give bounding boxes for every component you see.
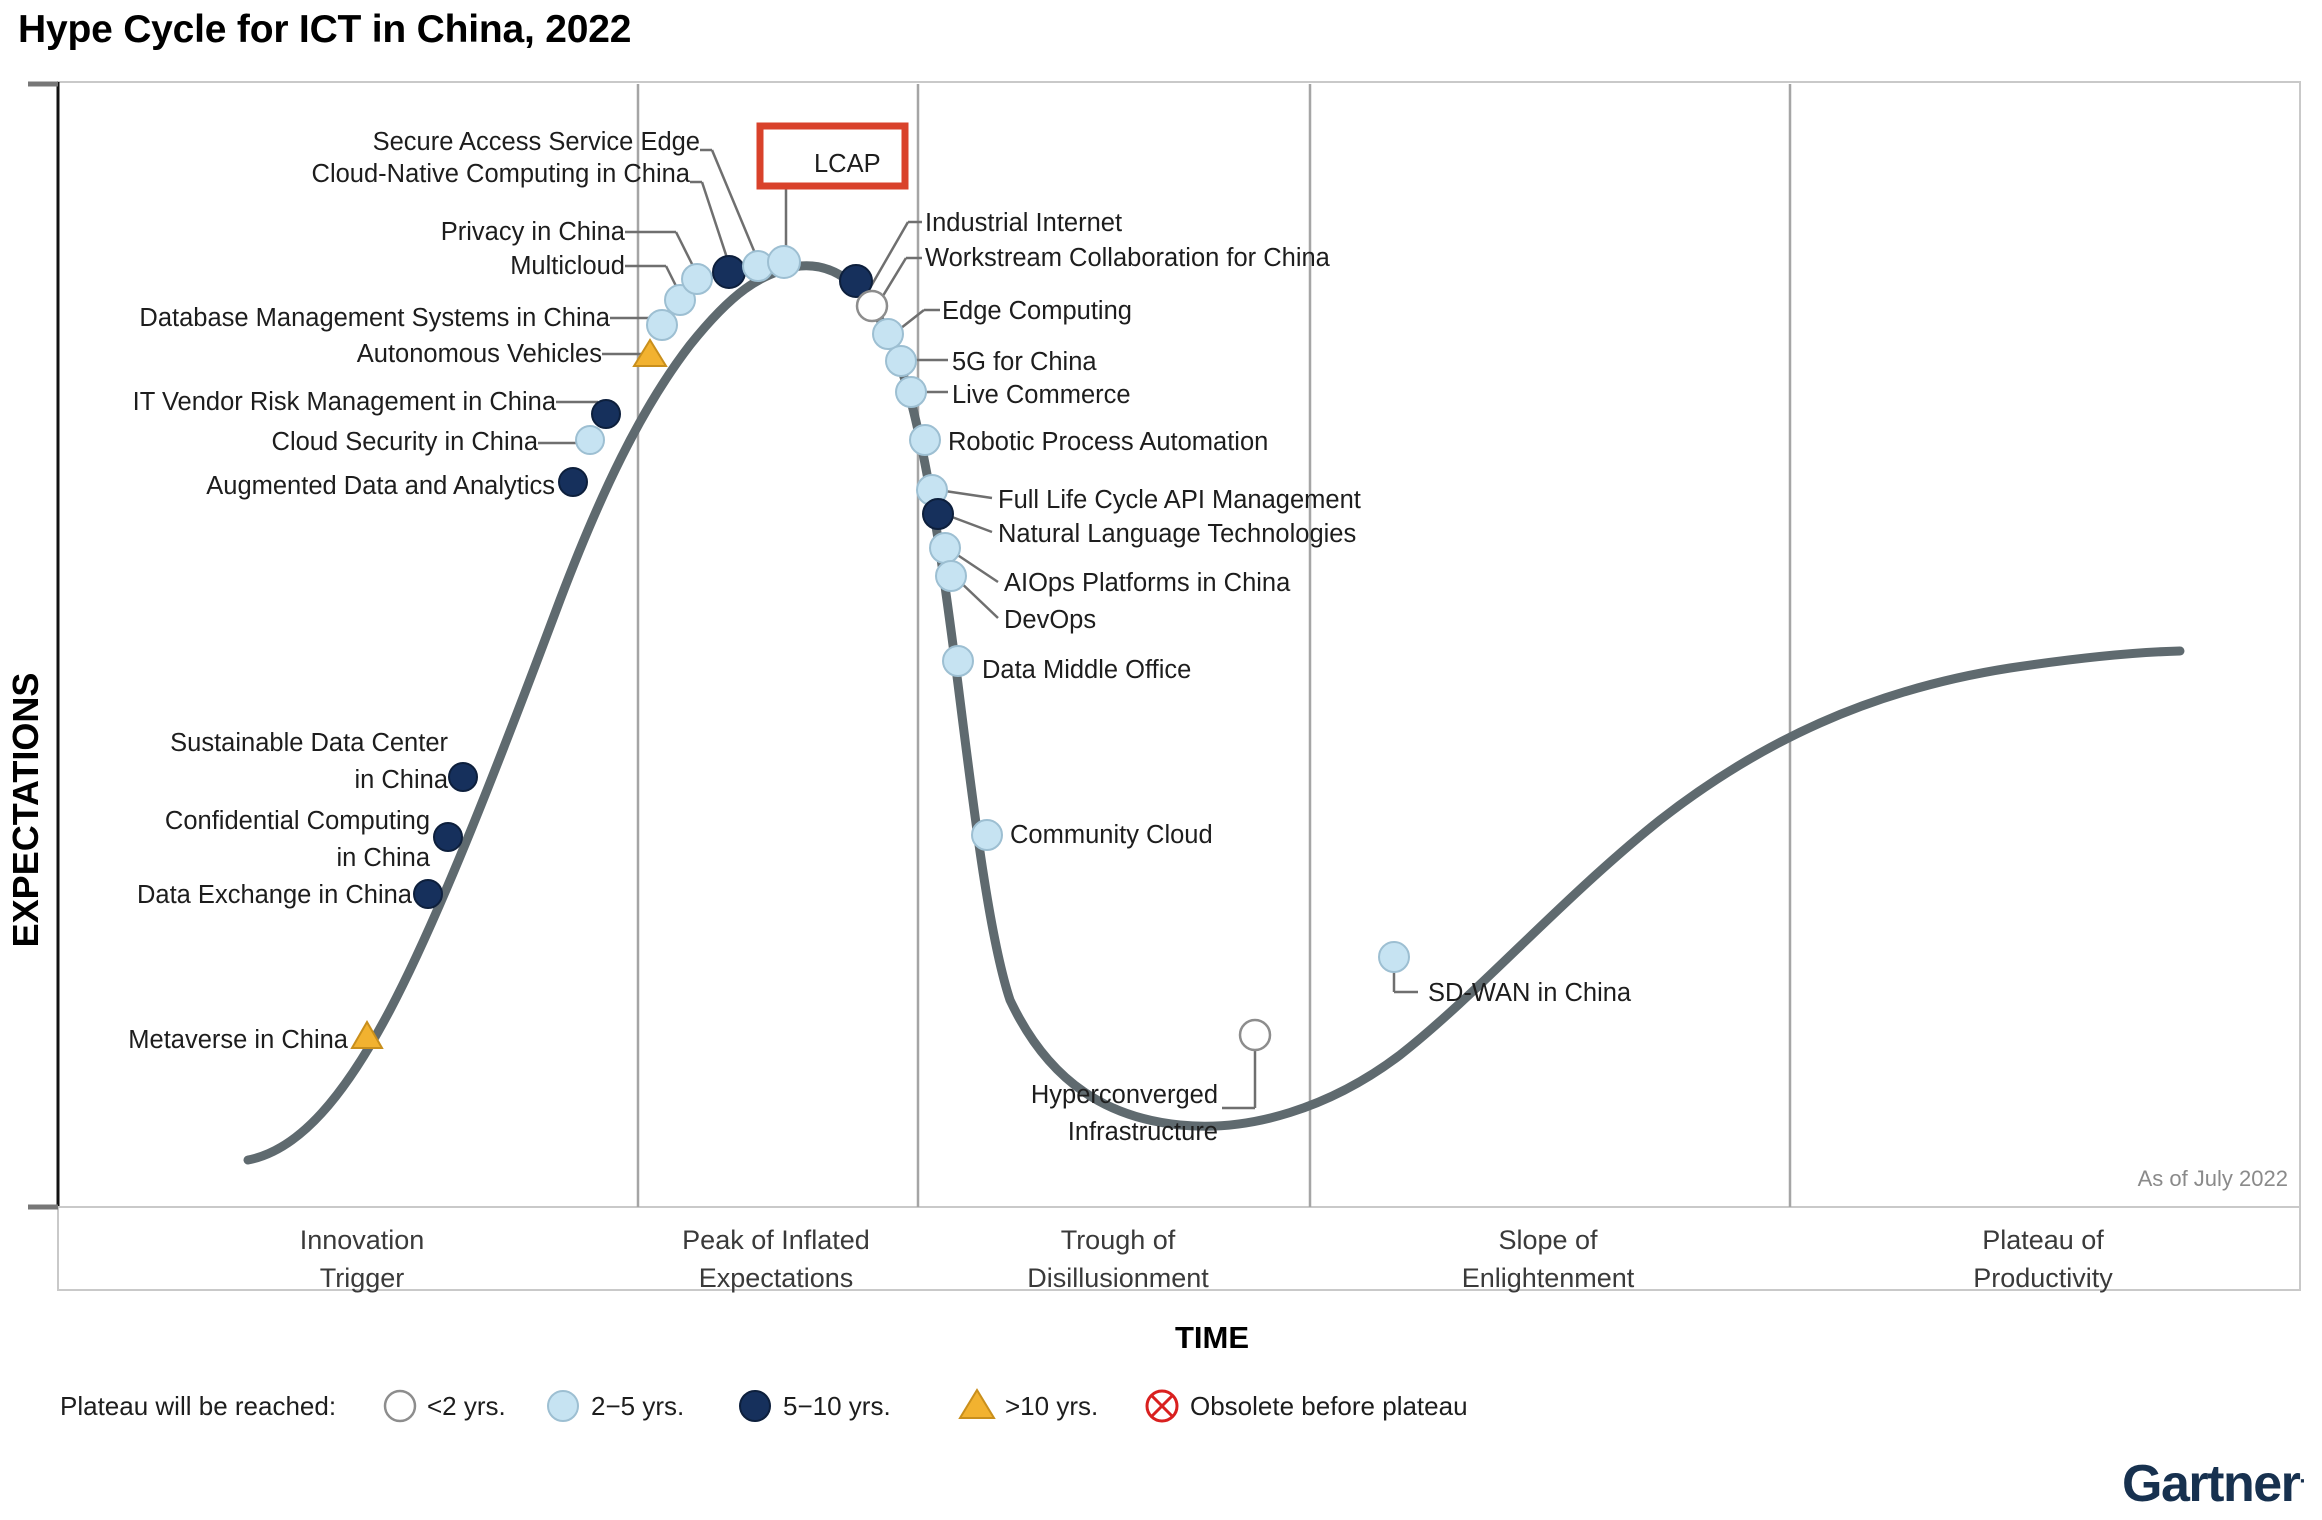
gartner-logo: Gartner.: [2122, 1454, 2305, 1514]
marker-metaverse-in-china[interactable]: [350, 1019, 384, 1049]
marker-autonomous-vehicles[interactable]: [632, 338, 668, 367]
phase-trough-l1: Trough of: [1061, 1225, 1176, 1255]
y-axis-title: EXPECTATIONS: [5, 673, 46, 948]
label-cloud-security-in-china: Cloud Security in China: [272, 428, 539, 456]
legend-label-lt-2yrs: <2 yrs.: [427, 1391, 506, 1421]
label-it-vendor-risk-management-in-china: IT Vendor Risk Management in China: [133, 388, 557, 416]
marker-devops[interactable]: [935, 560, 967, 592]
phase-trough-l2: Disillusionment: [1027, 1263, 1209, 1293]
marker-multicloud[interactable]: [664, 284, 696, 316]
label-data-exchange-in-china: Data Exchange in China: [137, 881, 413, 909]
label-data-middle-office: Data Middle Office: [982, 656, 1191, 684]
marker-it-vendor-risk-management-in-china[interactable]: [591, 399, 621, 429]
label-multicloud: Multicloud: [510, 252, 625, 280]
leader-lines: [538, 148, 1418, 1110]
label-metaverse-in-china: Metaverse in China: [128, 1026, 349, 1054]
phase-slope-l1: Slope of: [1498, 1225, 1598, 1255]
marker-cloud-security-in-china[interactable]: [575, 425, 605, 455]
label-privacy-in-china: Privacy in China: [441, 218, 626, 246]
phase-innovation-trigger-l2: Trigger: [320, 1263, 405, 1293]
marker-sustainable-data-center-in-china[interactable]: [448, 762, 478, 792]
marker-data-middle-office[interactable]: [942, 645, 974, 677]
page-title: Hype Cycle for ICT in China, 2022: [18, 8, 632, 51]
marker-workstream-collaboration-for-china[interactable]: [855, 289, 889, 323]
gartner-wordmark: Gartner: [2122, 1455, 2301, 1513]
phase-peak-l2: Expectations: [699, 1263, 854, 1293]
as-of-date: As of July 2022: [2138, 1166, 2288, 1191]
label-autonomous-vehicles: Autonomous Vehicles: [357, 340, 602, 368]
marker-sd-wan-in-china[interactable]: [1378, 941, 1410, 973]
phase-peak-l1: Peak of Inflated: [682, 1225, 870, 1255]
marker-community-cloud[interactable]: [971, 819, 1003, 851]
phase-plateau-l2: Productivity: [1973, 1263, 2113, 1293]
marker-confidential-computing-in-china[interactable]: [433, 822, 463, 852]
hype-curve: [243, 261, 2185, 1165]
label-natural-language-technologies: Natural Language Technologies: [998, 520, 1356, 548]
legend-marker-obsolete-icon: [1145, 1389, 1179, 1423]
phase-innovation-trigger-l1: Innovation: [300, 1225, 425, 1255]
legend-marker-lt-2yrs: [383, 1389, 417, 1423]
label-5g-for-china: 5G for China: [952, 348, 1097, 376]
legend-label-5-10yrs: 5−10 yrs.: [783, 1391, 891, 1421]
legend-label-obsolete: Obsolete before plateau: [1190, 1391, 1468, 1421]
label-devops: DevOps: [1004, 606, 1096, 634]
label-database-management-systems-in-china: Database Management Systems in China: [139, 304, 610, 332]
label-lcap: LCAP: [814, 150, 881, 178]
label-augmented-data-and-analytics: Augmented Data and Analytics: [206, 472, 555, 500]
label-hyperconverged-line2: Infrastructure: [1068, 1118, 1218, 1146]
legend-label-gt-10yrs: >10 yrs.: [1005, 1391, 1098, 1421]
marker-natural-language-technologies[interactable]: [922, 498, 954, 530]
label-secure-access-service-edge: Secure Access Service Edge: [373, 128, 700, 156]
label-cloud-native-computing-in-china: Cloud-Native Computing in China: [312, 160, 691, 188]
phase-labels: Innovation Trigger Peak of Inflated Expe…: [300, 1225, 2114, 1293]
marker-edge-computing[interactable]: [872, 318, 904, 350]
legend-label-2-5yrs: 2−5 yrs.: [591, 1391, 684, 1421]
label-hyperconverged-line1: Hyperconverged: [1031, 1081, 1218, 1109]
label-confidential-computing-line1: Confidential Computing: [165, 807, 430, 835]
marker-hyperconverged-infrastructure[interactable]: [1238, 1018, 1272, 1052]
marker-database-management-systems-in-china[interactable]: [646, 309, 678, 341]
marker-robotic-process-automation[interactable]: [909, 424, 941, 456]
marker-privacy-in-china[interactable]: [681, 263, 713, 295]
phase-slope-l2: Enlightenment: [1462, 1263, 1635, 1293]
data-markers: [350, 245, 1410, 1052]
label-aiops-platforms-in-china: AIOps Platforms in China: [1004, 569, 1291, 597]
label-sustainable-data-center-line1: Sustainable Data Center: [170, 729, 448, 757]
label-live-commerce: Live Commerce: [952, 381, 1131, 409]
marker-cloud-native-computing-in-china[interactable]: [712, 255, 746, 289]
label-edge-computing: Edge Computing: [942, 297, 1132, 325]
label-sd-wan-in-china: SD-WAN in China: [1428, 979, 1632, 1007]
legend: Plateau will be reached: <2 yrs. 2−5 yrs…: [60, 1388, 1468, 1423]
marker-live-commerce[interactable]: [895, 376, 927, 408]
label-robotic-process-automation: Robotic Process Automation: [948, 428, 1268, 456]
x-axis-title: TIME: [1175, 1320, 1249, 1355]
phase-plateau-l1: Plateau of: [1982, 1225, 2104, 1255]
marker-data-exchange-in-china[interactable]: [413, 879, 443, 909]
gartner-mark: .: [2299, 1462, 2305, 1488]
label-confidential-computing-line2: in China: [336, 844, 430, 872]
marker-industrial-internet[interactable]: [839, 264, 873, 298]
legend-marker-gt-10yrs: [958, 1388, 996, 1419]
label-full-life-cycle-api-management: Full Life Cycle API Management: [998, 486, 1361, 514]
label-sustainable-data-center-line2: in China: [354, 766, 448, 794]
marker-5g-for-china[interactable]: [885, 345, 917, 377]
legend-lead-text: Plateau will be reached:: [60, 1391, 336, 1421]
marker-lcap[interactable]: [767, 245, 801, 279]
marker-augmented-data-and-analytics[interactable]: [558, 467, 588, 497]
legend-marker-5-10yrs: [739, 1390, 771, 1422]
lcap-highlight[interactable]: LCAP: [756, 122, 909, 190]
point-labels: Secure Access Service Edge Cloud-Native …: [128, 128, 1632, 1146]
label-industrial-internet: Industrial Internet: [925, 209, 1122, 237]
label-workstream-collaboration-for-china: Workstream Collaboration for China: [925, 244, 1331, 272]
legend-marker-2-5yrs: [547, 1390, 579, 1422]
marker-aiops-platforms-in-china[interactable]: [929, 532, 961, 564]
label-community-cloud: Community Cloud: [1010, 821, 1213, 849]
